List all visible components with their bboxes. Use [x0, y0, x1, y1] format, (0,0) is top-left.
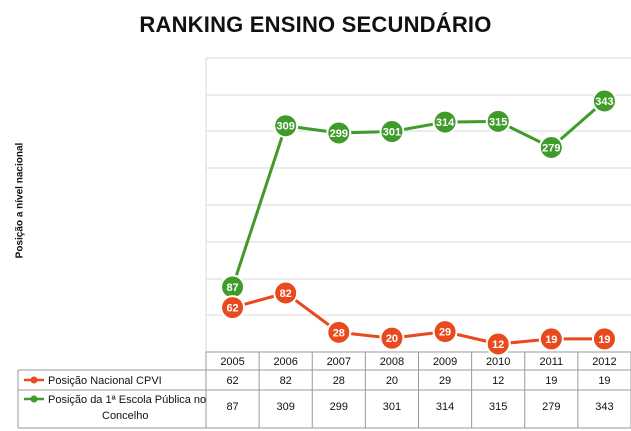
data-table: 2005 2006 2007 2008 2009 2010 2011 2012Posição … [17, 351, 631, 429]
series-points: 87 309 299 301 314 315 279 343 62 82 28 20 29 12 19 19 [220, 88, 617, 357]
chart-title: RANKING ENSINO SECUNDÁRIO [139, 12, 492, 37]
x-tick-label: 2008 [380, 356, 404, 368]
series-escola-publica-point [485, 108, 511, 134]
series-cpvi-data-label: 28 [333, 327, 345, 339]
series-cpvi-point [220, 295, 246, 321]
series-cpvi-point [326, 319, 352, 345]
series-cpvi-point [591, 326, 617, 352]
series-escola-publica-point [591, 88, 617, 114]
table-cell: 29 [439, 375, 451, 387]
x-tick-label: 2010 [486, 356, 510, 368]
table-cell: 19 [598, 375, 610, 387]
series-cpvi-data-label: 20 [386, 333, 398, 345]
series-cpvi-data-label: 19 [598, 334, 610, 346]
legend-label: Concelho [102, 410, 148, 422]
x-tick-label: 2009 [433, 356, 457, 368]
table-cell: 343 [595, 401, 613, 413]
table-cell: 19 [545, 375, 557, 387]
legend-marker [30, 395, 38, 403]
table-cell: 28 [333, 375, 345, 387]
gridlines [205, 57, 631, 352]
table-cell: 279 [542, 401, 560, 413]
series-cpvi-point [379, 325, 405, 351]
series-escola-publica-data-label: 309 [277, 121, 295, 133]
table-cell: 314 [436, 401, 454, 413]
table-cell: 315 [489, 401, 507, 413]
series-escola-publica-data-label: 87 [226, 282, 238, 294]
series-cpvi-data-label: 12 [492, 339, 504, 351]
series-escola-publica-data-label: 315 [489, 116, 507, 128]
series-escola-publica-data-label: 301 [383, 127, 401, 139]
series-cpvi-data-label: 29 [439, 327, 451, 339]
table-cell: 12 [492, 375, 504, 387]
series-escola-publica-data-label: 299 [330, 128, 348, 140]
series-escola-publica-data-label: 343 [595, 96, 613, 108]
legend-label: Posição Nacional CPVI [48, 375, 162, 387]
x-tick-label: 2011 [539, 356, 563, 368]
series-escola-publica-point [432, 109, 458, 135]
series-escola-publica-point [326, 120, 352, 146]
series-escola-publica-point [538, 135, 564, 160]
series-cpvi-data-label: 19 [545, 334, 557, 346]
series-cpvi-data-label: 82 [280, 288, 292, 300]
x-tick-label: 2006 [273, 356, 297, 368]
series-cpvi-point [485, 331, 511, 357]
series-escola-publica-point [273, 113, 299, 139]
legend-label: Posição da 1ª Escola Pública no [48, 394, 206, 406]
table-cell: 62 [226, 375, 238, 387]
series-cpvi-point [432, 319, 458, 345]
series-escola-publica-data-label: 314 [436, 117, 455, 129]
series-escola-publica-data-label: 279 [542, 143, 560, 155]
legend-marker [30, 376, 38, 384]
table-cell: 309 [277, 401, 295, 413]
table-cell: 301 [383, 401, 401, 413]
table-cell: 87 [226, 401, 238, 413]
table-cell: 82 [280, 375, 292, 387]
table-cell: 299 [330, 401, 348, 413]
x-tick-label: 2012 [592, 356, 616, 368]
table-cell: 20 [386, 375, 398, 387]
series-escola-publica-point [379, 119, 405, 145]
x-tick-label: 2005 [220, 356, 244, 368]
x-tick-label: 2007 [327, 356, 351, 368]
series-cpvi-point [273, 280, 299, 306]
series-cpvi-point [538, 326, 564, 352]
series-cpvi-data-label: 62 [226, 303, 238, 315]
